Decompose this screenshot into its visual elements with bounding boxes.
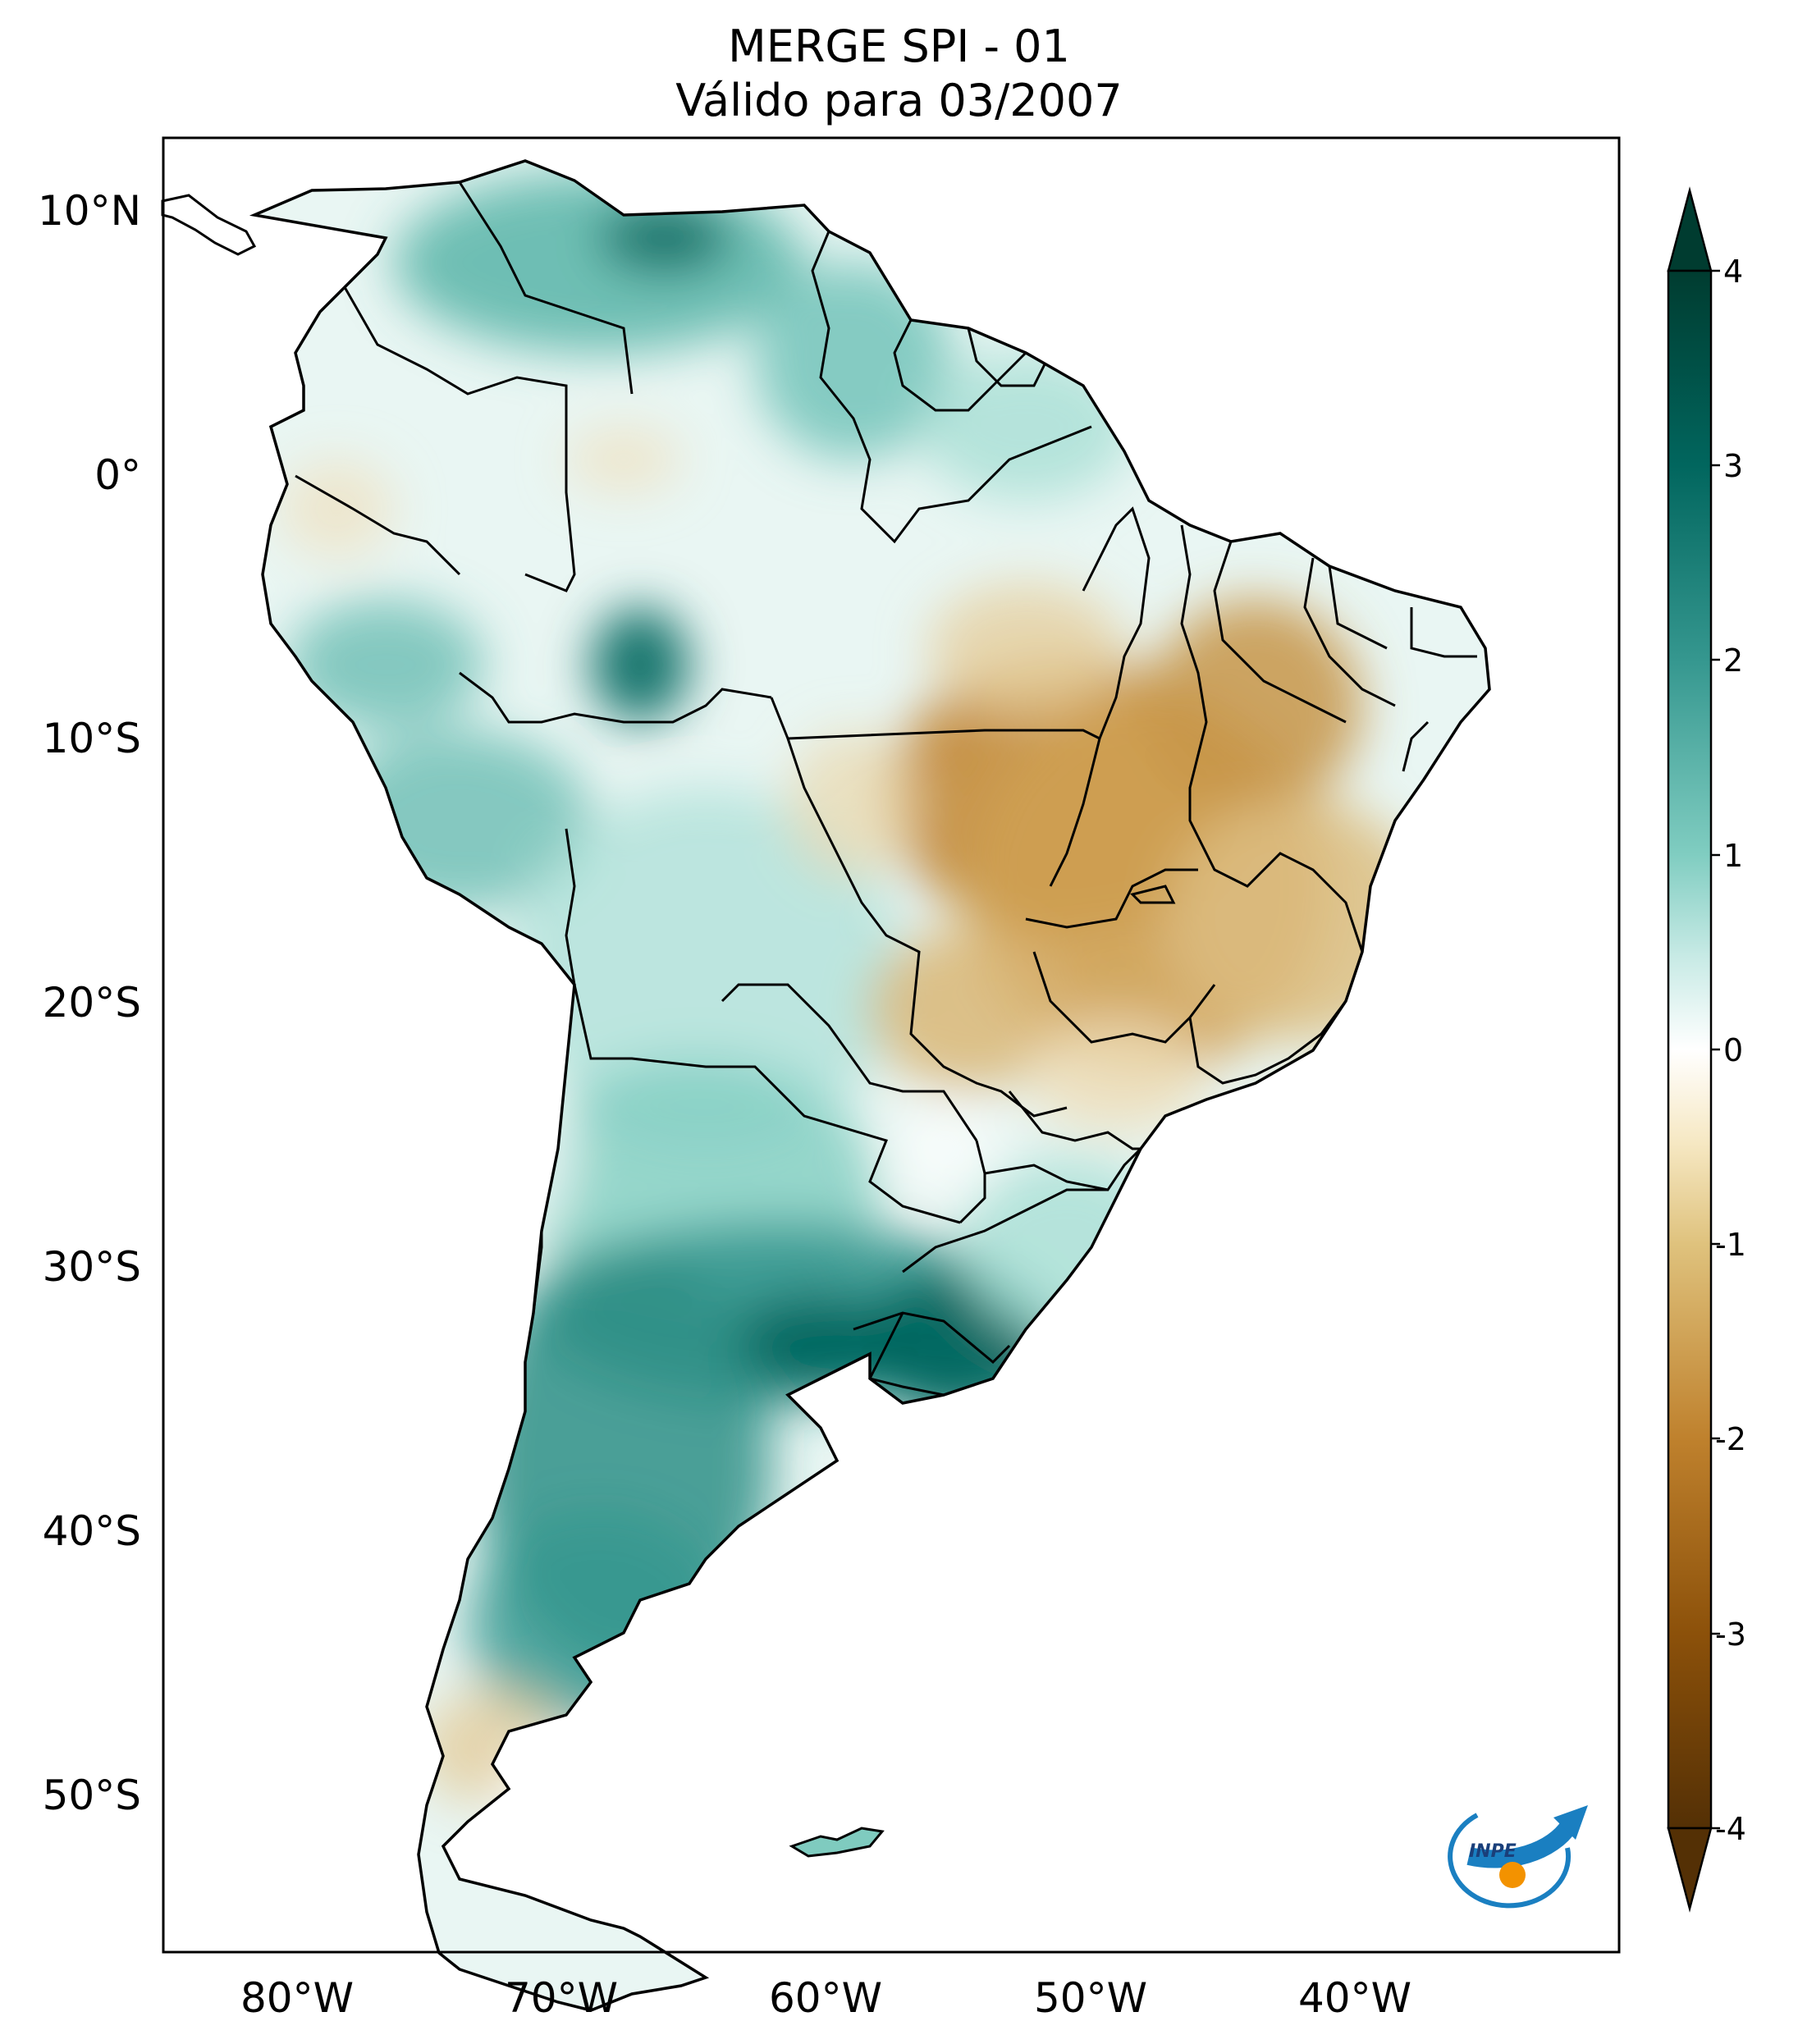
inpe-logo: INPE bbox=[1448, 1805, 1588, 1909]
lon-label-80w: 80°W bbox=[240, 1974, 354, 2022]
colorbar-tick-neg4: -4 bbox=[1715, 1811, 1746, 1847]
map-title: MERGE SPI - 01 bbox=[728, 21, 1070, 72]
colorbar-tick-4: 4 bbox=[1723, 254, 1743, 290]
lat-label-10n: 10°N bbox=[38, 187, 141, 235]
lon-label-50w: 50°W bbox=[1034, 1974, 1147, 2022]
colorbar-upper-extend bbox=[1667, 186, 1713, 272]
lat-label-50s: 50°S bbox=[43, 1772, 141, 1819]
colorbar: 4 3 2 1 0 -1 -2 -3 -4 bbox=[1667, 186, 1746, 1913]
colorbar-tick-3: 3 bbox=[1723, 448, 1743, 484]
colorbar-tick-1: 1 bbox=[1723, 838, 1743, 874]
colorbar-tick-neg3: -3 bbox=[1715, 1616, 1746, 1653]
lon-label-70w: 70°W bbox=[505, 1974, 618, 2022]
central-america bbox=[161, 194, 257, 256]
lon-label-60w: 60°W bbox=[769, 1974, 882, 2022]
colorbar-tick-0: 0 bbox=[1723, 1032, 1743, 1068]
lat-label-40s: 40°S bbox=[43, 1507, 141, 1555]
map-subtitle: Válido para 03/2007 bbox=[675, 75, 1123, 126]
lon-label-40w: 40°W bbox=[1298, 1974, 1411, 2022]
lat-label-10s: 10°S bbox=[43, 715, 141, 762]
colorbar-tick-2: 2 bbox=[1723, 642, 1743, 679]
colorbar-tick-neg2: -2 bbox=[1715, 1421, 1746, 1457]
svg-text:INPE: INPE bbox=[1469, 1841, 1517, 1862]
lat-label-30s: 30°S bbox=[43, 1243, 141, 1291]
map-frame bbox=[162, 136, 1621, 1954]
colorbar-gradient bbox=[1667, 269, 1713, 1830]
lat-label-20s: 20°S bbox=[43, 979, 141, 1027]
lat-label-0: 0° bbox=[94, 451, 141, 499]
spi-field bbox=[254, 161, 1489, 2010]
falkland-islands bbox=[789, 1827, 885, 1858]
colorbar-tick-neg1: -1 bbox=[1715, 1227, 1746, 1263]
coastline bbox=[249, 159, 1491, 2012]
colorbar-lower-extend bbox=[1667, 1827, 1713, 1913]
